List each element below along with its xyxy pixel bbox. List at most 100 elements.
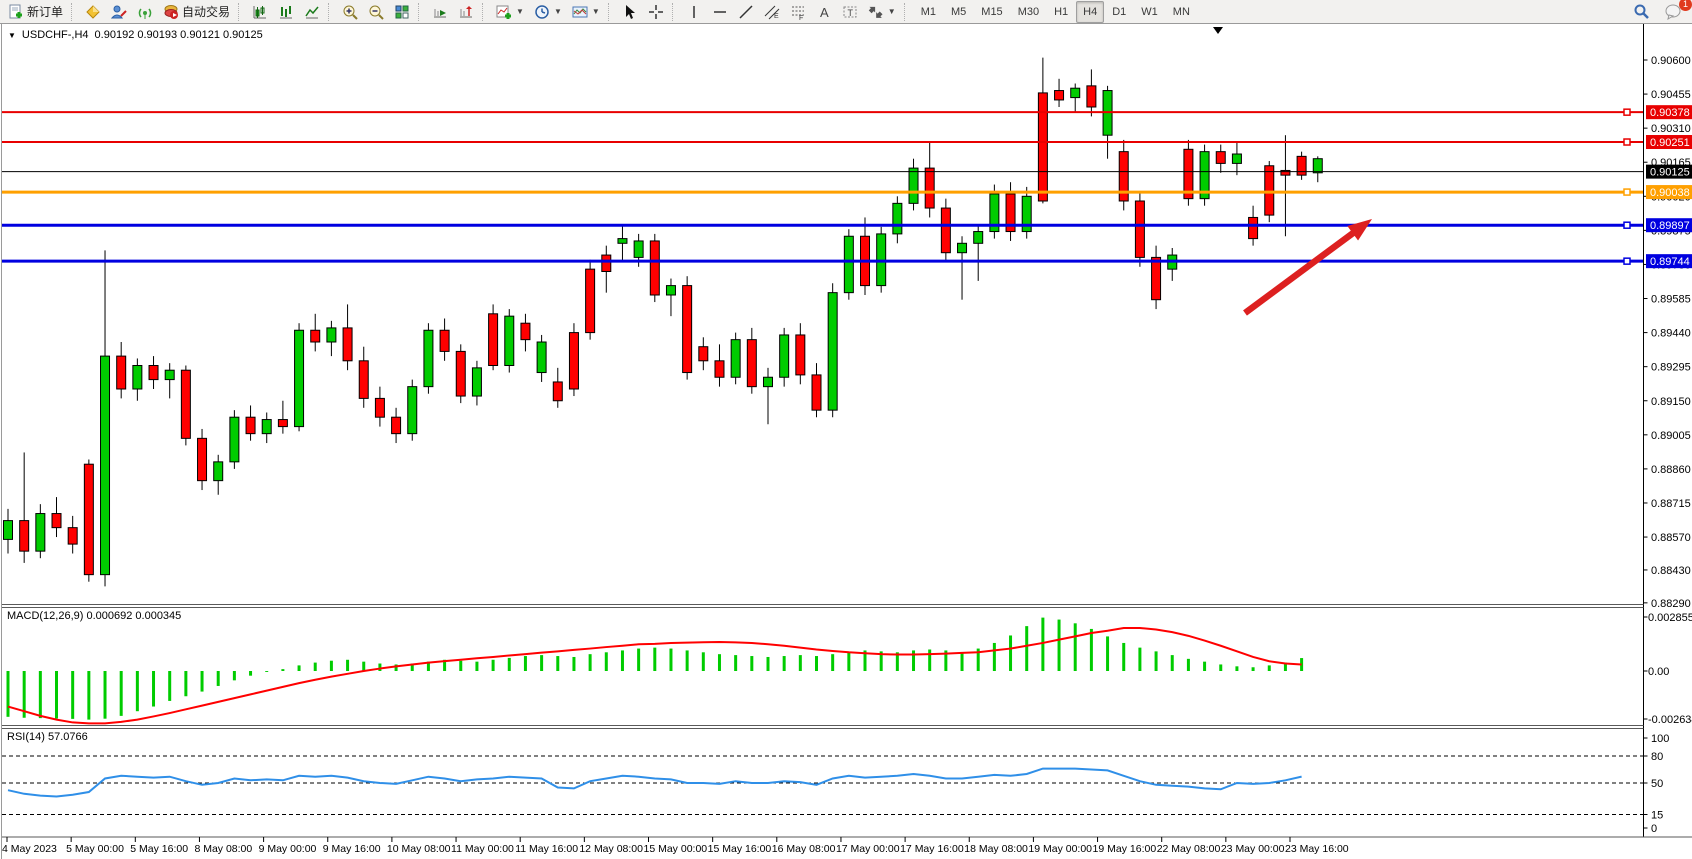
rsi-axis-label: 80 [1651,751,1663,763]
candlestick-chart-icon [252,4,268,20]
scroll-marker-icon [1213,27,1223,34]
price-tag-label: 0.90125 [1650,167,1690,179]
rsi-indicator-label: RSI(14) 57.0766 [7,731,88,743]
notification-badge: 1 [1679,0,1692,11]
arrows-icon [868,4,884,20]
signal-icon [137,4,153,20]
bull-candle [989,193,1000,233]
horizontal-line-button[interactable] [708,2,732,22]
time-axis-label: 18 May 08:00 [964,843,1028,855]
bear-candle [342,327,353,362]
bull-candle [326,327,337,343]
bull-candle [779,334,790,378]
bull-candle [973,231,984,244]
bar-chart-button[interactable] [274,2,298,22]
bear-candle [1054,90,1065,101]
line-handle[interactable] [1623,188,1631,196]
bear-candle [1296,155,1307,176]
timeframe-button-M1[interactable]: M1 [920,5,936,18]
price-tag [1646,164,1692,179]
timeframe-button-W1[interactable]: W1 [1141,5,1158,18]
line-handle[interactable] [1623,257,1631,265]
chart-shift-button[interactable] [454,2,478,22]
timeframe-button-M30[interactable]: M30 [1017,5,1040,18]
bull-candle [132,365,143,390]
channel-button[interactable]: E [760,2,784,22]
macd-signal-line [7,626,1302,725]
fibonacci-button[interactable]: F [786,2,810,22]
templates-button[interactable]: ▼ [568,2,604,22]
periods-button[interactable]: ▼ [530,2,566,22]
arrows-button[interactable]: ▼ [864,2,900,22]
text-label-button[interactable]: T [838,2,862,22]
indicators-button[interactable]: ▼ [492,2,528,22]
bull-candle [827,292,838,411]
text-button[interactable]: A [812,2,836,22]
timeframe-button-MN[interactable]: MN [1172,5,1190,18]
rsi-axis-label: 100 [1651,733,1669,745]
auto-trading-button[interactable]: 自动交易 [159,2,234,22]
bear-candle [649,240,660,296]
line-chart-button[interactable] [300,2,324,22]
bear-candle [1037,92,1048,202]
bear-candle [568,332,579,390]
trendline-button[interactable] [734,2,758,22]
candle-chart-button[interactable] [248,2,272,22]
time-axis-label: 4 May 2023 [2,843,57,855]
bar-chart-icon [278,4,294,20]
annotation-arrow-head[interactable] [1347,219,1372,241]
bull-candle [100,355,111,576]
price-tag [1646,218,1692,233]
dropdown-caret-icon: ▼ [591,7,600,16]
equidistant-channel-icon: E [764,4,780,20]
quotes-button[interactable] [81,2,105,22]
timeframe-button-D1[interactable]: D1 [1112,5,1127,18]
zoom-out-button[interactable] [364,2,388,22]
bear-candle [1248,216,1259,240]
timeframe-button-H1[interactable]: H1 [1054,5,1069,18]
bear-candle [374,397,385,418]
crosshair-icon [648,4,664,20]
search-button[interactable] [1629,2,1654,22]
bear-candle [811,374,822,411]
timeframe-button-M15[interactable]: M15 [981,5,1003,18]
vertical-line-button[interactable] [682,2,706,22]
signal-button[interactable] [133,2,157,22]
auto-scroll-button[interactable] [428,2,452,22]
auto-trading-label: 自动交易 [182,5,231,19]
bear-candle [795,334,806,376]
bull-candle [665,285,676,296]
bear-candle [116,355,127,390]
price-axis-label: 0.89295 [1651,362,1691,374]
bull-candle [294,329,305,428]
zoom-in-icon [342,4,358,20]
bull-candle [1021,195,1032,233]
line-handle[interactable] [1623,221,1631,229]
macd-axis-label: -0.002634 [1648,714,1692,726]
zoom-in-button[interactable] [338,2,362,22]
time-axis-label: 17 May 16:00 [900,843,964,855]
notifications-button[interactable]: 1 [1660,0,1692,22]
bear-candle [455,350,466,397]
timeframe-toolbar: M1 M5 M15 M30 H1 H4 D1 W1 MN [914,0,1197,23]
annotation-arrow-shaft[interactable] [1243,227,1360,316]
time-axis-label: 12 May 08:00 [579,843,643,855]
timeframe-button-H4[interactable]: H4 [1076,0,1105,23]
trader-button[interactable] [107,2,131,22]
price-axis-label: 0.88430 [1651,565,1691,577]
cursor-button[interactable] [618,2,642,22]
price-axis-label: 0.88715 [1651,498,1691,510]
new-order-button[interactable]: 新订单 [4,2,67,22]
price-tag-label: 0.89744 [1650,256,1690,268]
bear-candle [180,369,191,439]
timeframe-button-M5[interactable]: M5 [951,5,967,18]
bull-candle [423,329,434,388]
tile-windows-button[interactable] [390,2,414,22]
chart-menu-triangle-icon[interactable]: ▼ [8,30,16,40]
rsi-axis-label: 0 [1651,823,1657,835]
line-handle[interactable] [1623,138,1631,146]
indicators-add-icon [496,4,512,20]
crosshair-button[interactable] [644,2,668,22]
line-handle[interactable] [1623,108,1631,116]
